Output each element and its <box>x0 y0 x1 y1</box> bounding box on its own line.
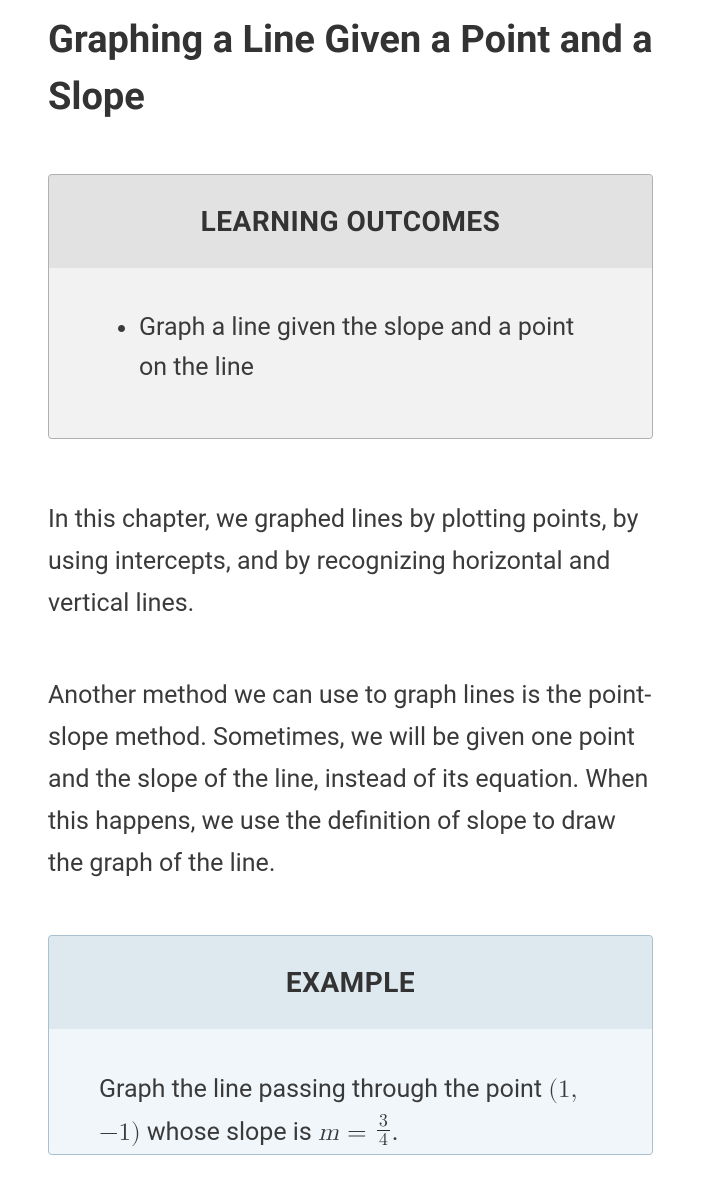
example-text: Graph the line passing through the point… <box>99 1069 602 1154</box>
intro-paragraph-2: Another method we can use to graph lines… <box>48 675 653 885</box>
example-text-between: whose slope is <box>141 1118 318 1147</box>
example-slope-var: m <box>318 1120 339 1145</box>
example-text-before: Graph the line passing through the point <box>99 1075 548 1104</box>
outcome-item: Graph a line given the slope and a point… <box>139 308 602 388</box>
fraction-denominator: 4 <box>377 1131 390 1150</box>
example-header: EXAMPLE <box>49 936 652 1029</box>
page-title: Graphing a Line Given a Point and a Slop… <box>48 12 653 126</box>
outcomes-list: Graph a line given the slope and a point… <box>99 308 602 388</box>
example-period: . <box>392 1118 399 1147</box>
learning-outcomes-header: LEARNING OUTCOMES <box>49 175 652 268</box>
intro-paragraph-1: In this chapter, we graphed lines by plo… <box>48 499 653 625</box>
example-body: Graph the line passing through the point… <box>49 1029 652 1154</box>
fraction-numerator: 3 <box>377 1112 390 1132</box>
learning-outcomes-box: LEARNING OUTCOMES Graph a line given the… <box>48 174 653 439</box>
example-fraction: 34 <box>377 1112 390 1151</box>
example-equals: = <box>339 1120 375 1145</box>
learning-outcomes-body: Graph a line given the slope and a point… <box>49 268 652 438</box>
example-box: EXAMPLE Graph the line passing through t… <box>48 935 653 1155</box>
